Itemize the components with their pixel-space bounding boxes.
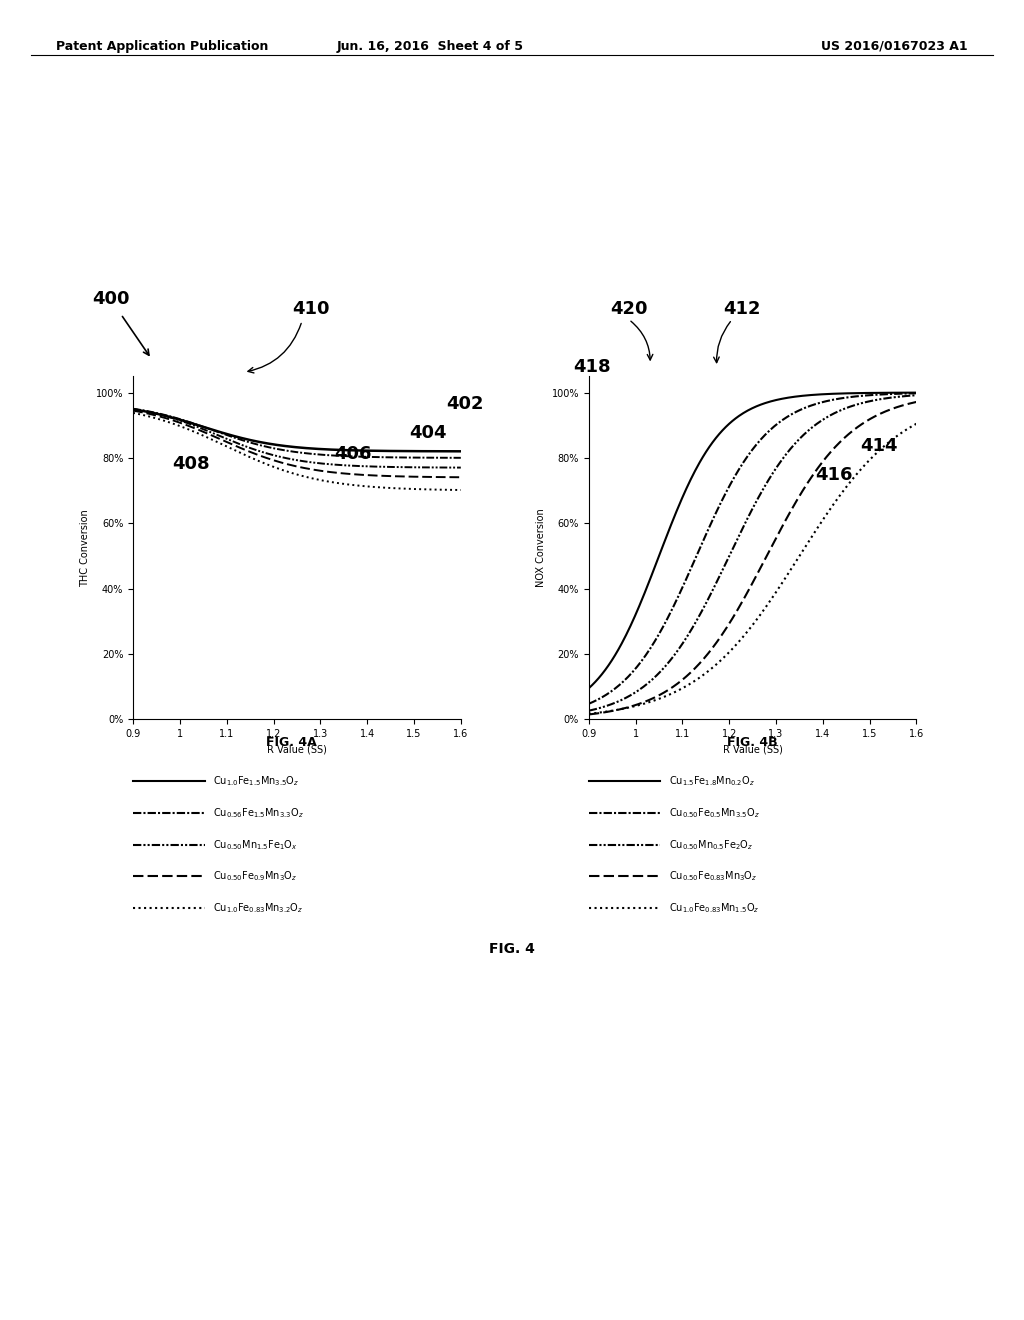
- Text: 408: 408: [172, 454, 210, 473]
- Text: Cu$_{1.0}$Fe$_{1.5}$Mn$_{3.5}$O$_z$: Cu$_{1.0}$Fe$_{1.5}$Mn$_{3.5}$O$_z$: [213, 775, 299, 788]
- Text: Cu$_{0.50}$Fe$_{0.5}$Mn$_{3.5}$O$_z$: Cu$_{0.50}$Fe$_{0.5}$Mn$_{3.5}$O$_z$: [669, 807, 760, 820]
- X-axis label: R Value (SS): R Value (SS): [267, 744, 327, 755]
- Y-axis label: THC Conversion: THC Conversion: [80, 510, 90, 586]
- Text: Cu$_{1.0}$Fe$_{0.83}$Mn$_{3.2}$O$_z$: Cu$_{1.0}$Fe$_{0.83}$Mn$_{3.2}$O$_z$: [213, 902, 303, 915]
- Text: Cu$_{0.50}$Mn$_{0.5}$Fe$_2$O$_z$: Cu$_{0.50}$Mn$_{0.5}$Fe$_2$O$_z$: [669, 838, 753, 851]
- Text: 410: 410: [292, 300, 330, 318]
- Text: US 2016/0167023 A1: US 2016/0167023 A1: [821, 40, 968, 53]
- Text: 400: 400: [92, 289, 130, 308]
- Text: FIG. 4: FIG. 4: [489, 942, 535, 956]
- Y-axis label: NOX Conversion: NOX Conversion: [536, 508, 546, 587]
- Text: Cu$_{0.50}$Mn$_{1.5}$Fe$_1$O$_x$: Cu$_{0.50}$Mn$_{1.5}$Fe$_1$O$_x$: [213, 838, 298, 851]
- Text: FIG. 4B: FIG. 4B: [727, 735, 778, 748]
- Text: FIG. 4A: FIG. 4A: [266, 735, 317, 748]
- Text: 418: 418: [573, 358, 611, 376]
- Text: Cu$_{0.50}$Fe$_{0.83}$Mn$_3$O$_z$: Cu$_{0.50}$Fe$_{0.83}$Mn$_3$O$_z$: [669, 870, 757, 883]
- Text: Cu$_{0.50}$Fe$_{0.9}$Mn$_3$O$_z$: Cu$_{0.50}$Fe$_{0.9}$Mn$_3$O$_z$: [213, 870, 297, 883]
- Text: Cu$_{1.0}$Fe$_{0.83}$Mn$_{1.5}$O$_z$: Cu$_{1.0}$Fe$_{0.83}$Mn$_{1.5}$O$_z$: [669, 902, 759, 915]
- Text: Jun. 16, 2016  Sheet 4 of 5: Jun. 16, 2016 Sheet 4 of 5: [337, 40, 523, 53]
- Text: 412: 412: [723, 300, 761, 318]
- Text: Patent Application Publication: Patent Application Publication: [56, 40, 268, 53]
- X-axis label: R Value (SS): R Value (SS): [723, 744, 782, 755]
- Text: 414: 414: [860, 437, 898, 455]
- Text: 404: 404: [410, 424, 447, 442]
- Text: 416: 416: [815, 466, 853, 484]
- Text: 420: 420: [610, 300, 648, 318]
- Text: 402: 402: [446, 395, 484, 413]
- Text: Cu$_{1.5}$Fe$_{1.8}$Mn$_{0.2}$O$_z$: Cu$_{1.5}$Fe$_{1.8}$Mn$_{0.2}$O$_z$: [669, 775, 755, 788]
- Text: 406: 406: [334, 445, 372, 463]
- Text: Cu$_{0.56}$Fe$_{1.5}$Mn$_{3.3}$O$_z$: Cu$_{0.56}$Fe$_{1.5}$Mn$_{3.3}$O$_z$: [213, 807, 304, 820]
